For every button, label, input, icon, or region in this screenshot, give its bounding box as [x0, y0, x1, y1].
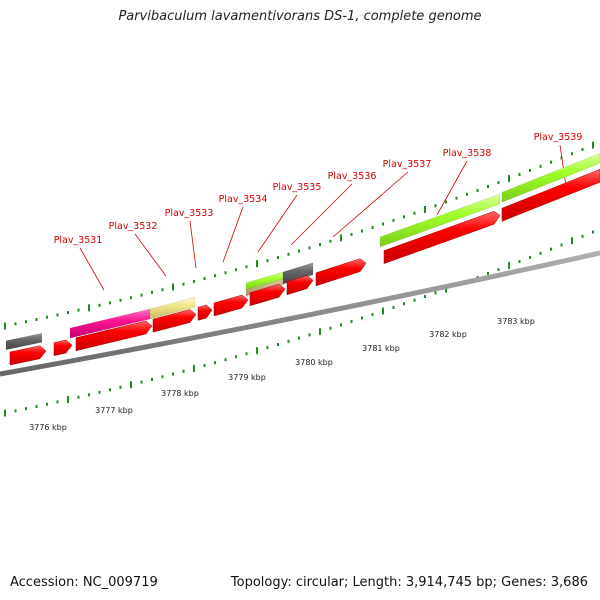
gene-label-plav-3535: Plav_3535 — [273, 182, 322, 193]
cds-arrow — [9, 345, 47, 366]
green-feature — [501, 152, 600, 203]
leader-line — [222, 206, 244, 263]
feature-track — [5, 152, 600, 351]
coord-label-3783: 3783 kbp — [497, 317, 535, 326]
cds-arrow — [75, 320, 153, 352]
green-feature — [379, 193, 501, 248]
topology-text: Topology: circular; Length: 3,914,745 bp… — [230, 575, 588, 590]
cds-arrow — [383, 210, 501, 265]
leader-line — [436, 160, 468, 216]
leader-line — [257, 194, 298, 253]
cds-arrow — [53, 339, 73, 356]
cds-arrow — [315, 258, 367, 287]
gene-labels: Plav_3531 Plav_3532 Plav_3533 Plav_3534 … — [54, 132, 583, 246]
leader-line — [134, 233, 167, 277]
map-title: Parvibaculum lavamentivorans DS-1, compl… — [118, 9, 482, 24]
leader-line — [290, 183, 353, 246]
cds-arrow — [501, 168, 600, 222]
coord-label-3779: 3779 kbp — [228, 373, 266, 382]
gray-feature — [5, 332, 43, 351]
coord-label-3782: 3782 kbp — [429, 330, 467, 339]
accession-text: Accession: NC_009719 — [10, 575, 158, 590]
leader-line — [189, 220, 197, 269]
cds-arrow — [249, 283, 286, 307]
gene-label-plav-3536: Plav_3536 — [328, 171, 377, 182]
leader-line — [79, 247, 105, 291]
gene-label-plav-3531: Plav_3531 — [54, 235, 103, 246]
cds-arrow — [152, 309, 197, 333]
gene-label-plav-3533: Plav_3533 — [165, 208, 214, 219]
cds-track — [9, 168, 600, 366]
genome-backbone — [0, 250, 600, 377]
cds-arrow — [213, 294, 249, 317]
leader-line — [332, 171, 409, 238]
gray-feature — [282, 262, 314, 285]
gene-label-plav-3539: Plav_3539 — [534, 132, 583, 143]
coord-label-3778: 3778 kbp — [161, 389, 199, 398]
coordinate-labels: 3776 kbp 3777 kbp 3778 kbp 3779 kbp 3780… — [29, 317, 535, 432]
coord-label-3781: 3781 kbp — [362, 344, 400, 353]
cds-arrow — [286, 275, 314, 296]
cds-arrow — [197, 304, 213, 321]
upper-tick-track — [4, 141, 594, 330]
coord-label-3780: 3780 kbp — [295, 358, 333, 367]
label-leader-lines — [79, 144, 568, 291]
coord-label-3776: 3776 kbp — [29, 423, 67, 432]
gene-label-plav-3537: Plav_3537 — [383, 159, 432, 170]
gene-label-plav-3532: Plav_3532 — [109, 221, 158, 232]
gene-label-plav-3534: Plav_3534 — [219, 194, 268, 205]
khaki-feature — [149, 296, 196, 320]
gene-label-plav-3538: Plav_3538 — [443, 148, 492, 159]
coord-label-3777: 3777 kbp — [95, 406, 133, 415]
